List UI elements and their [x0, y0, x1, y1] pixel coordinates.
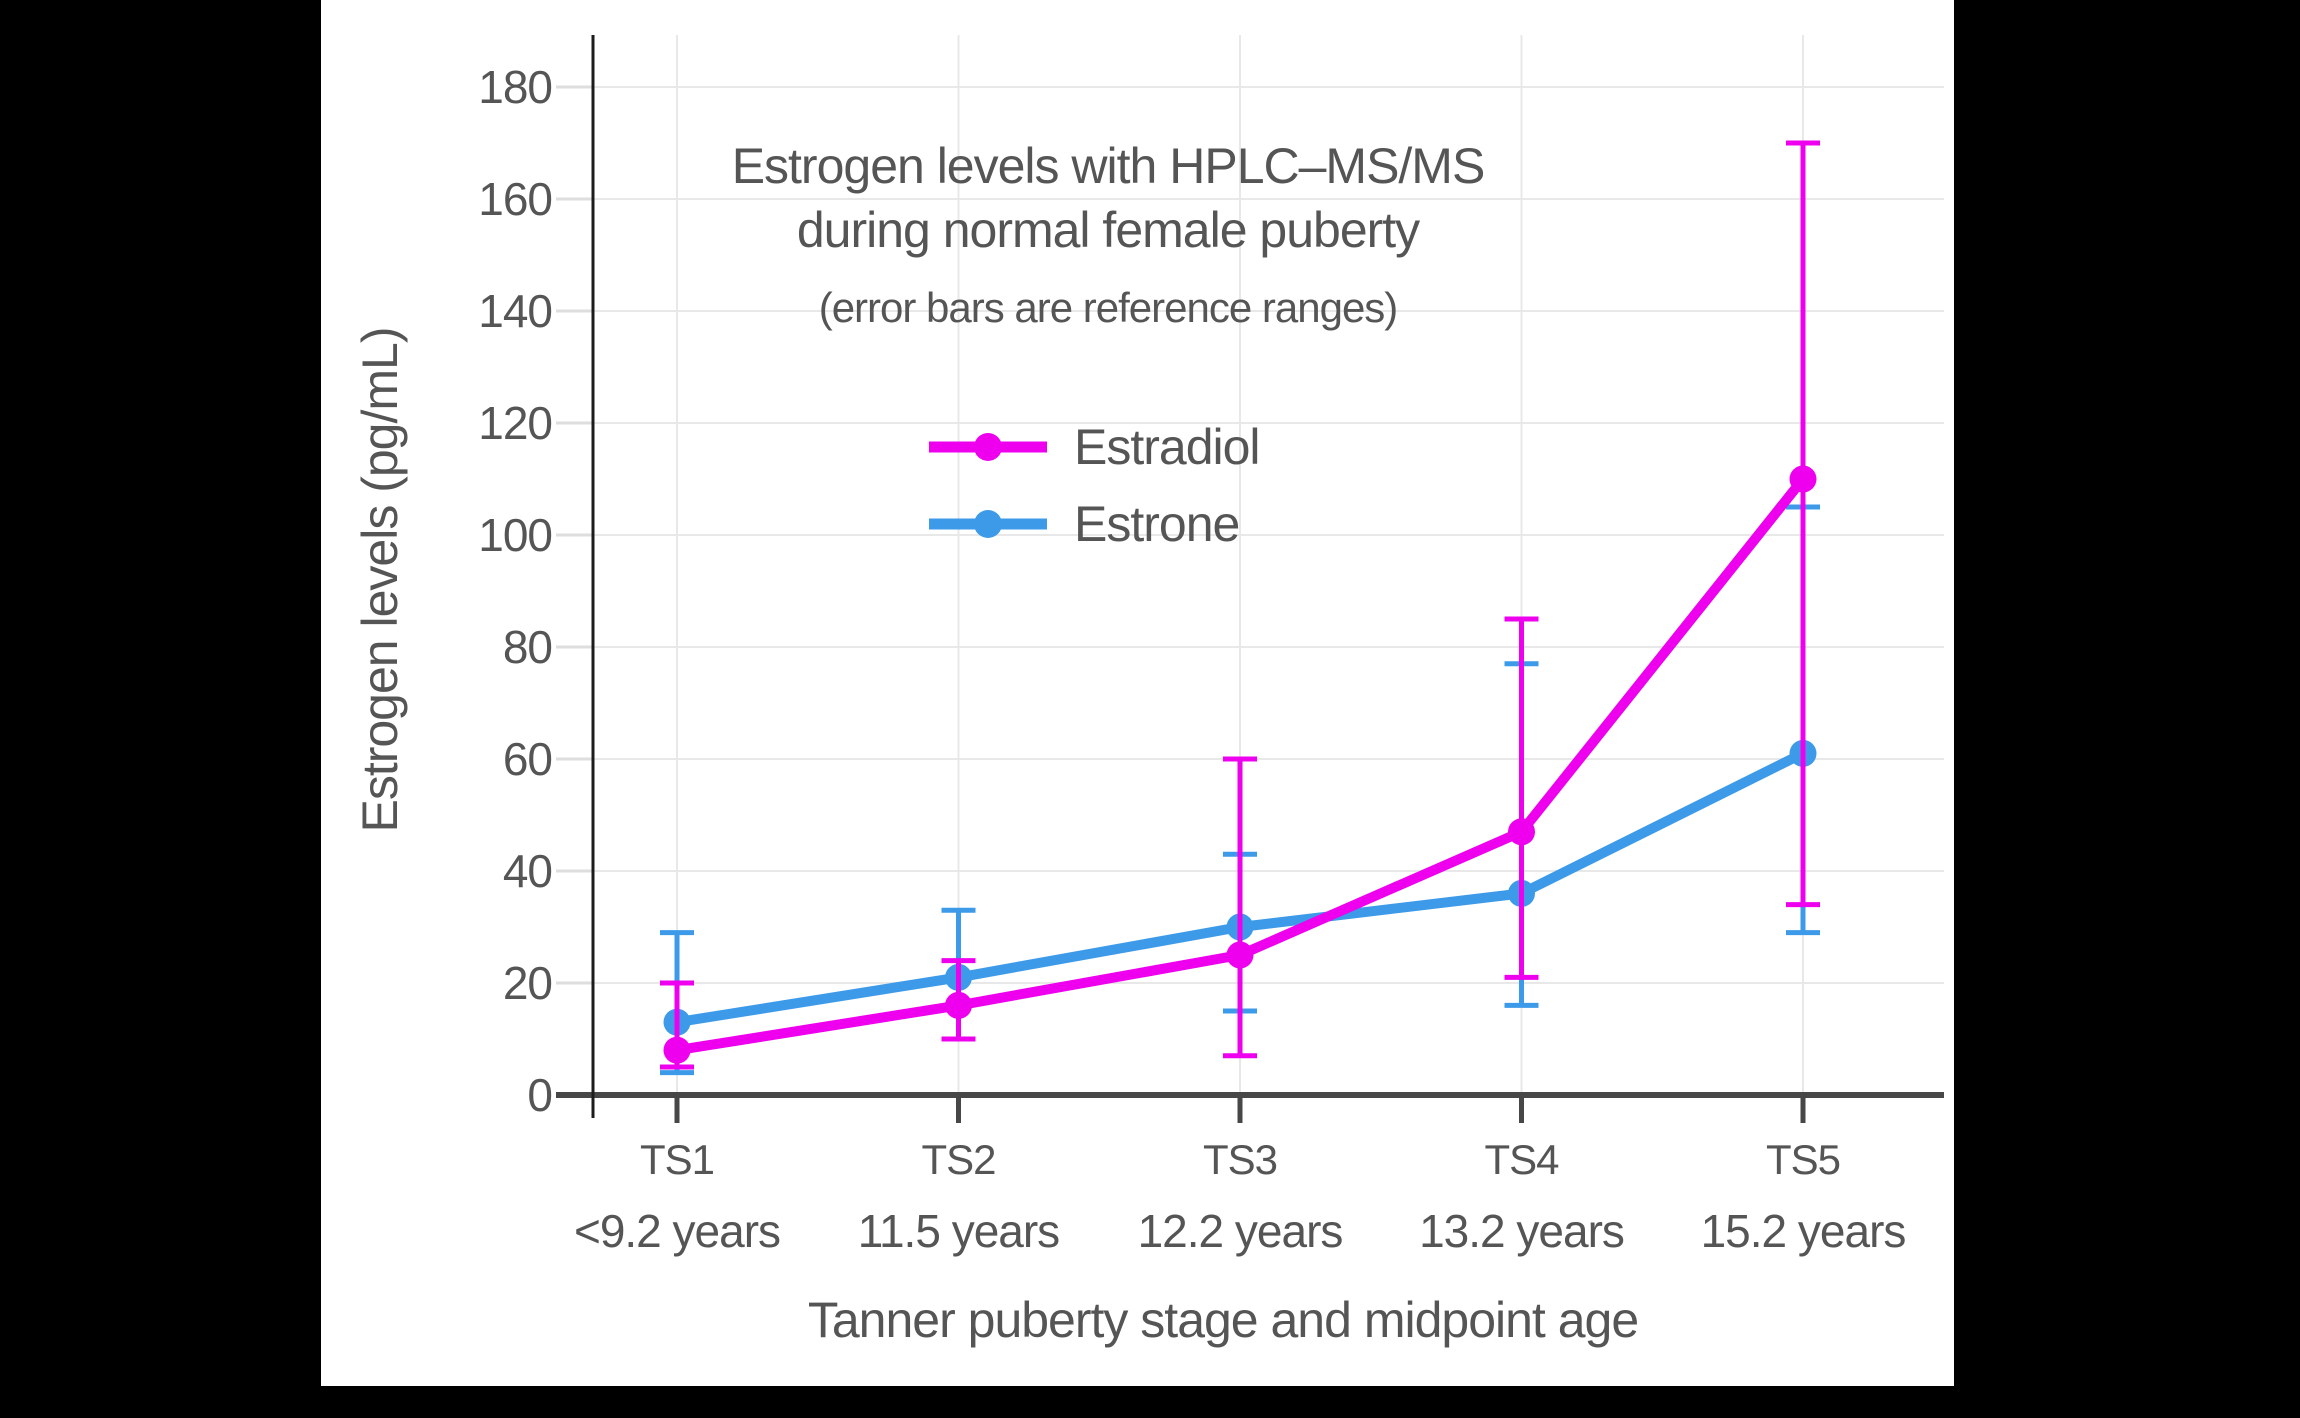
x-axis-title: Tanner puberty stage and midpoint age — [807, 1292, 1639, 1348]
y-tick-label-20: 20 — [502, 957, 553, 1009]
x-tick-age-label-TS4: 13.2 years — [1419, 1205, 1625, 1257]
estradiol-line-marker-icon — [929, 432, 1047, 461]
legend-item-estrone: Estrone — [925, 485, 1260, 562]
y-tick-label-140: 140 — [478, 285, 553, 337]
legend-item-estradiol: Estradiol — [925, 408, 1261, 485]
y-tick-label-60: 60 — [502, 733, 553, 785]
y-tick-label-80: 80 — [502, 621, 553, 673]
x-tick-age-label-TS5: 15.2 years — [1700, 1205, 1907, 1257]
chart-title-line1: Estrogen levels with HPLC–MS/MS — [731, 138, 1486, 194]
x-tick-stage-label-TS2: TS2 — [921, 1136, 996, 1183]
x-tick-age-label-TS3: 12.2 years — [1137, 1205, 1344, 1257]
x-tick-age-label-TS2: 11.5 years — [857, 1205, 1060, 1257]
y-tick-label-160: 160 — [478, 173, 553, 225]
x-tick-stage-label-TS4: TS4 — [1484, 1136, 1559, 1183]
chart-title-line2: during normal female puberty — [796, 202, 1420, 258]
y-tick-label-100: 100 — [478, 509, 553, 561]
x-tick-stage-label-TS5: TS5 — [1765, 1136, 1841, 1183]
legend: Estradiol Estrone — [925, 408, 1261, 562]
legend-label-estrone: Estrone — [1074, 495, 1240, 552]
x-tick-stage-label-TS1: TS1 — [639, 1136, 715, 1183]
x-tick-age-label-TS1: <9.2 years — [573, 1205, 781, 1257]
y-tick-label-180: 180 — [478, 61, 553, 113]
y-tick-label-40: 40 — [502, 845, 553, 897]
chart-subtitle: (error bars are reference ranges) — [818, 284, 1399, 331]
legend-label-estradiol: Estradiol — [1074, 418, 1261, 475]
estradiol-point-TS5 — [1789, 465, 1817, 493]
x-tick-stage-label-TS3: TS3 — [1202, 1136, 1278, 1183]
estradiol-point-TS2 — [945, 991, 972, 1019]
estrone-line-marker-icon — [929, 509, 1047, 538]
plot-area — [556, 35, 1944, 1123]
y-tick-label-0: 0 — [527, 1069, 553, 1121]
estradiol-point-TS4 — [1508, 818, 1535, 846]
y-tick-label-120: 120 — [478, 397, 553, 449]
estrogen-puberty-chart: Estrogen levels with HPLC–MS/MS during n… — [321, 0, 1954, 1386]
estradiol-point-TS1 — [663, 1036, 691, 1064]
estradiol-point-TS3 — [1226, 941, 1254, 969]
